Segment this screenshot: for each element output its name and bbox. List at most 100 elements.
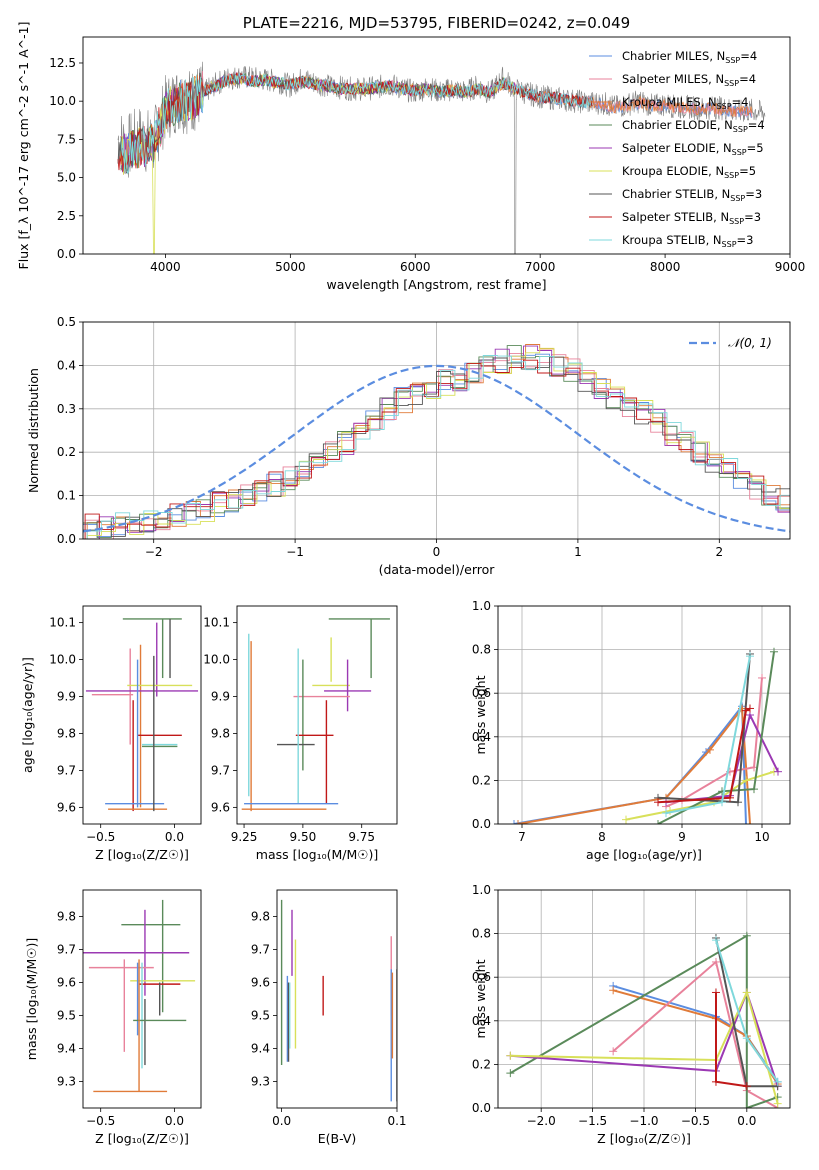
mass-weight-line [510,989,779,1104]
y-tick-label: 9.3 [57,1075,76,1089]
x-tick-label: 2 [715,545,723,559]
y-tick-label: 2.5 [57,209,76,223]
legend-label: Chabrier ELODIE, NSSP=4 [622,118,765,134]
y-tick-label: 9.3 [251,1075,270,1089]
axes-frame [497,889,791,1109]
y-axis-label: Flux [f_λ 10^-17 erg cm^-2 s^-1 A^-1] [16,22,31,270]
x-tick-label: −2.0 [527,1114,556,1128]
legend-suffix: =5 [747,141,764,155]
legend-suffix: =5 [739,164,756,178]
y-tick-label: 10.1 [203,616,230,630]
y-axis-label: Normed distribution [26,368,41,493]
y-tick-label: 0.4 [472,1014,491,1028]
legend-label: Kroupa MILES, NSSP=4 [622,95,748,111]
axes-frame [82,36,791,255]
legend-label: 𝒩(0, 1) [728,336,772,350]
line-group [510,647,782,824]
y-tick-label: 9.6 [251,975,270,989]
y-tick-label: 9.8 [251,909,270,923]
mass-weight-line [513,703,747,824]
y-tick-label: 5.0 [57,171,76,185]
gaussian-curve [83,364,790,533]
x-tick-label: 4000 [150,260,181,274]
y-tick-label: 9.6 [57,800,76,814]
y-tick-label: 9.5 [57,1009,76,1023]
x-tick-label: 0.0 [165,1114,184,1128]
y-axis-label: age [log₁₀(age/yr)] [20,657,35,773]
y-tick-label: 0.2 [57,445,76,459]
axes-frame [82,321,791,540]
x-tick-label: 6000 [400,260,431,274]
x-tick-label: 9.25 [231,830,258,844]
x-tick-label: 9000 [775,260,806,274]
y-tick-label: 9.9 [211,690,230,704]
y-tick-label: 10.0 [203,653,230,667]
x-tick-label: 9.75 [348,830,375,844]
y-tick-label: 0.6 [472,686,491,700]
legend-sub: SSP [722,240,737,249]
model-line [117,72,593,175]
legend-label: Salpeter MILES, NSSP=4 [622,72,756,88]
y-axis-label: mass weight [473,959,488,1038]
y-tick-label: 0.0 [472,817,491,831]
y-tick-label: 0.2 [472,1057,491,1071]
legend-suffix: =4 [748,118,765,132]
x-tick-label: 0.0 [165,830,184,844]
y-tick-label: 0.6 [472,970,491,984]
x-axis-label: E(B-V) [318,1131,357,1146]
x-tick-label: −1.5 [578,1114,607,1128]
legend-label: Chabrier MILES, NSSP=4 [622,49,757,65]
x-tick-label: 7000 [525,260,556,274]
x-tick-label: −0.5 [681,1114,710,1128]
legend-suffix: =4 [740,49,757,63]
x-tick-label: −1.0 [629,1114,658,1128]
legend-suffix: =3 [737,233,754,247]
x-tick-label: 8 [598,830,606,844]
legend-suffix: =4 [732,95,749,109]
x-axis-label: (data-model)/error [379,562,496,577]
x-tick-label: −0.5 [86,1114,115,1128]
x-axis-label: age [log₁₀(age/yr)] [586,847,702,862]
legend-sub: SSP [724,79,739,88]
y-tick-label: 0.3 [57,402,76,416]
y-tick-label: 9.7 [211,763,230,777]
x-axis-label: Z [log₁₀(Z/Z☉)] [95,1131,189,1146]
y-tick-label: 9.7 [251,942,270,956]
hist-series [84,359,790,539]
y-tick-label: 0.1 [57,489,76,503]
x-tick-label: 10 [754,830,769,844]
y-tick-label: 10.0 [49,94,76,108]
x-tick-label: 0.0 [737,1114,756,1128]
legend-sub: SSP [725,56,740,65]
x-tick-label: 9 [678,830,686,844]
x-tick-label: −0.5 [86,830,115,844]
hist-series [86,355,790,539]
y-tick-label: 9.8 [57,726,76,740]
mass-weight-line [510,989,779,1087]
axes-frame [82,889,202,1109]
legend-suffix: =3 [745,187,762,201]
x-axis-label: Z [log₁₀(Z/Z☉)] [95,847,189,862]
model-line [120,73,516,254]
y-tick-label: 10.1 [49,616,76,630]
y-tick-label: 0.4 [472,730,491,744]
y-tick-label: 0.8 [472,643,491,657]
y-tick-label: 0.2 [472,773,491,787]
legend-label: Kroupa STELIB, NSSP=3 [622,233,753,249]
axes-frame [236,605,398,825]
y-tick-label: 9.9 [57,690,76,704]
legend-sub: SSP [732,148,747,157]
y-tick-label: 9.8 [57,909,76,923]
axes-frame [82,605,202,825]
mass-weight-line [625,770,775,821]
y-tick-label: 9.7 [57,763,76,777]
y-axis-label: mass [log₁₀(M/M☉)] [24,938,39,1060]
y-tick-label: 0.8 [472,927,491,941]
x-tick-label: 7 [518,830,526,844]
y-tick-label: 9.7 [57,942,76,956]
errorbar-group [83,899,196,1093]
errorbar-group [280,899,397,1102]
x-tick-label: 8000 [650,260,681,274]
x-tick-label: −2 [145,545,163,559]
x-axis-label: wavelength [Angstrom, rest frame] [326,277,546,292]
